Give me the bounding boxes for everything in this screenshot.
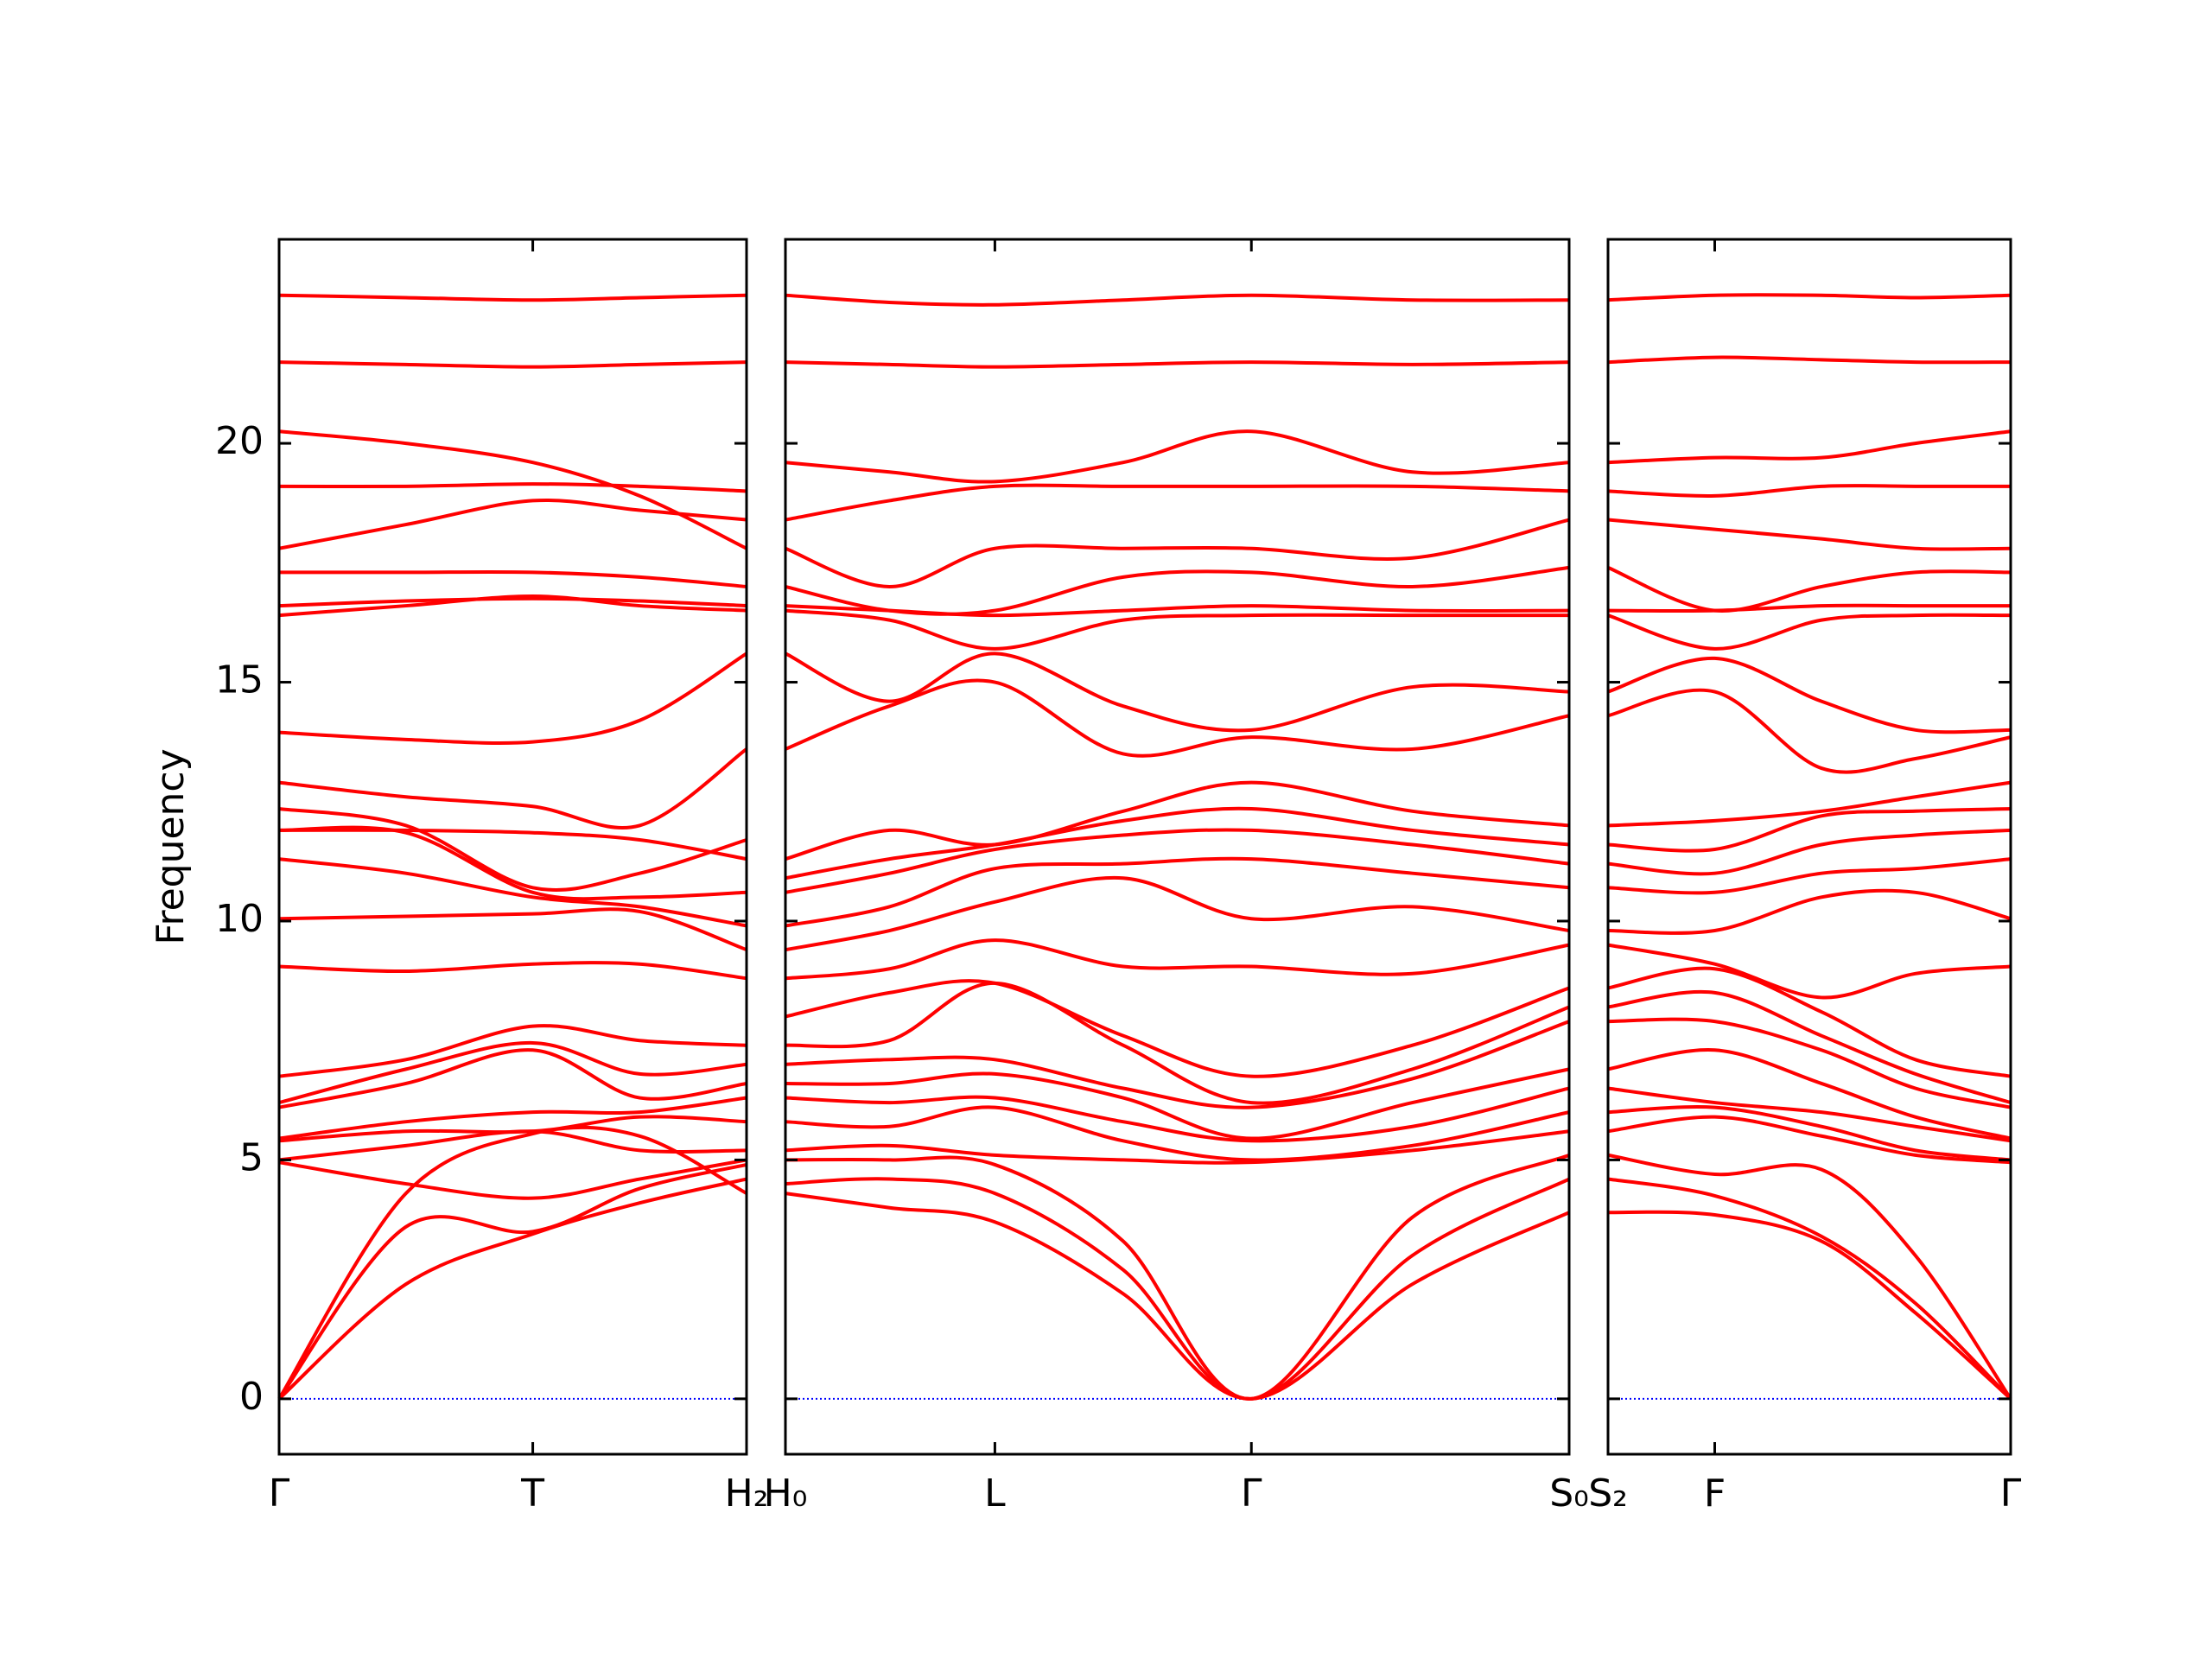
band-line bbox=[785, 652, 1570, 733]
x-tick-label: Γ bbox=[269, 1471, 290, 1516]
band-line bbox=[785, 828, 1570, 894]
band-line bbox=[1607, 888, 2012, 935]
band-line bbox=[785, 1192, 1570, 1401]
band-line bbox=[1607, 656, 2012, 734]
band-line bbox=[278, 1096, 747, 1141]
y-tick-label: 20 bbox=[215, 419, 264, 463]
band-line bbox=[1607, 990, 2012, 1104]
band-line bbox=[785, 518, 1570, 588]
band-line bbox=[785, 678, 1570, 758]
band-line bbox=[1607, 565, 2012, 613]
band-line bbox=[785, 856, 1570, 928]
band-line bbox=[278, 1024, 747, 1078]
band-line bbox=[785, 608, 1569, 651]
band-line bbox=[1607, 429, 2012, 465]
x-tick-label: H₀ bbox=[764, 1471, 808, 1516]
band-line bbox=[1607, 857, 2012, 895]
x-tick-label: H₂ bbox=[725, 1471, 769, 1516]
x-tick-label: Γ bbox=[2000, 1471, 2022, 1516]
x-tick-label: S₂ bbox=[1588, 1471, 1628, 1516]
band-line bbox=[1607, 1153, 2012, 1400]
panel-frame bbox=[784, 238, 1571, 1456]
y-axis-label: Frequency bbox=[149, 748, 193, 944]
band-line bbox=[785, 938, 1570, 981]
band-line bbox=[1607, 1104, 2012, 1162]
band-line bbox=[279, 569, 747, 588]
band-line bbox=[785, 360, 1570, 369]
band-line bbox=[278, 596, 747, 608]
x-tick-label: S₀ bbox=[1549, 1471, 1589, 1516]
band-line bbox=[278, 498, 747, 550]
band-line bbox=[278, 857, 747, 928]
band-line bbox=[785, 875, 1570, 952]
band-line bbox=[277, 1162, 747, 1401]
band-line bbox=[785, 293, 1570, 307]
band-line bbox=[1607, 484, 2011, 499]
band-line bbox=[1607, 1210, 2012, 1401]
band-line bbox=[785, 1105, 1570, 1162]
band-line bbox=[277, 1177, 747, 1401]
band-line bbox=[278, 807, 747, 892]
band-line bbox=[1607, 828, 2012, 876]
band-line bbox=[278, 825, 747, 901]
band-line bbox=[278, 907, 747, 952]
band-line bbox=[785, 565, 1570, 616]
band-line bbox=[278, 828, 747, 861]
band-line bbox=[785, 1129, 1570, 1165]
band-line bbox=[278, 747, 748, 830]
band-line bbox=[1607, 1017, 2012, 1109]
band-line bbox=[785, 483, 1570, 522]
band-line bbox=[278, 293, 747, 302]
x-tick-label: Γ bbox=[1241, 1471, 1262, 1516]
band-line bbox=[1607, 1115, 2012, 1165]
band-line bbox=[1607, 355, 2012, 365]
band-line bbox=[1607, 1086, 2012, 1143]
x-tick-label: T bbox=[520, 1471, 544, 1516]
band-line bbox=[278, 594, 747, 618]
band-line bbox=[1607, 943, 2012, 1000]
band-line bbox=[1607, 966, 2012, 1078]
band-line bbox=[785, 429, 1570, 484]
band-line bbox=[1607, 688, 2012, 774]
x-tick-label: L bbox=[984, 1471, 1006, 1516]
band-line bbox=[785, 780, 1570, 861]
band-line bbox=[1607, 807, 2012, 853]
band-line bbox=[785, 1177, 1570, 1401]
band-line bbox=[1607, 293, 2012, 302]
y-tick-label: 10 bbox=[215, 897, 264, 941]
band-line bbox=[785, 1020, 1570, 1109]
band-line bbox=[1607, 780, 2012, 828]
band-line bbox=[785, 981, 1570, 1105]
band-line bbox=[278, 482, 747, 493]
band-line bbox=[1607, 1048, 2012, 1141]
band-line bbox=[277, 1125, 747, 1400]
band-line bbox=[278, 1040, 747, 1105]
band-line bbox=[1607, 613, 2012, 651]
panel-frame bbox=[277, 238, 748, 1456]
band-line bbox=[278, 360, 747, 369]
band-line bbox=[785, 806, 1570, 880]
band-line bbox=[785, 1067, 1570, 1141]
band-line bbox=[1607, 603, 2011, 613]
y-tick-label: 5 bbox=[239, 1135, 264, 1179]
band-line bbox=[278, 429, 747, 550]
band-line bbox=[278, 961, 747, 981]
band-line bbox=[1607, 518, 2012, 551]
band-line bbox=[278, 1158, 747, 1200]
x-tick-label: F bbox=[1704, 1471, 1726, 1516]
panel-frame bbox=[1606, 238, 2012, 1456]
band-line bbox=[785, 1154, 1570, 1401]
band-line bbox=[785, 1086, 1570, 1143]
band-line bbox=[278, 1048, 747, 1109]
band-line bbox=[785, 979, 1570, 1078]
band-line bbox=[278, 1115, 747, 1143]
y-tick-label: 15 bbox=[215, 658, 264, 702]
y-tick-label: 0 bbox=[239, 1375, 264, 1419]
band-line bbox=[278, 652, 748, 746]
band-line bbox=[1607, 1177, 2012, 1401]
